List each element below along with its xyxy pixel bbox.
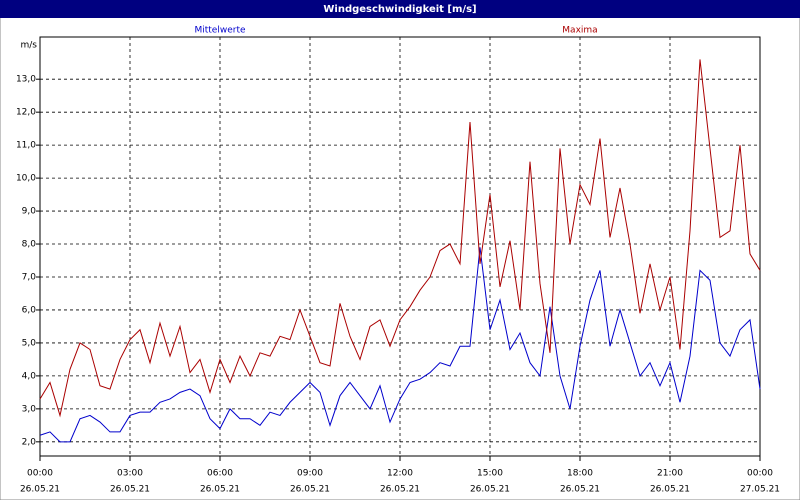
x-tick-label: 09:00 xyxy=(297,469,323,479)
legend-label: Mittelwerte xyxy=(194,26,245,36)
x-tick-label: 15:00 xyxy=(477,469,503,479)
x-tick-label: 26.05.21 xyxy=(110,485,150,495)
x-tick-label: 03:00 xyxy=(117,469,143,479)
title-bar xyxy=(0,0,800,18)
data-line xyxy=(39,59,761,418)
y-tick-label: 2,0 xyxy=(22,437,37,447)
x-tick-label: 26.05.21 xyxy=(200,485,240,495)
y-tick-label: 9,0 xyxy=(22,207,37,217)
x-tick-label: 26.05.21 xyxy=(470,485,510,495)
y-axis-label: m/s xyxy=(21,41,38,51)
y-tick-label: 6,0 xyxy=(22,305,37,315)
y-tick-label: 7,0 xyxy=(22,272,37,282)
x-tick-label: 00:00 xyxy=(27,469,53,479)
x-tick-label: 27.05.21 xyxy=(740,485,780,495)
x-tick-label: 26.05.21 xyxy=(650,485,690,495)
y-tick-label: 8,0 xyxy=(22,240,37,250)
y-tick-label: 5,0 xyxy=(22,338,37,348)
x-tick-label: 26.05.21 xyxy=(20,485,60,495)
y-tick-label: 11,0 xyxy=(16,141,36,151)
legend-label: Maxima xyxy=(562,26,597,36)
x-tick-label: 06:00 xyxy=(207,469,233,479)
x-tick-label: 18:00 xyxy=(567,469,593,479)
y-tick-label: 12,0 xyxy=(16,108,36,118)
y-tick-label: 13,0 xyxy=(16,75,36,85)
x-tick-label: 26.05.21 xyxy=(380,485,420,495)
x-tick-label: 00:00 xyxy=(747,469,773,479)
x-tick-label: 26.05.21 xyxy=(560,485,600,495)
y-tick-label: 10,0 xyxy=(16,174,36,184)
x-tick-label: 12:00 xyxy=(387,469,413,479)
y-tick-label: 3,0 xyxy=(22,404,37,414)
x-tick-label: 26.05.21 xyxy=(290,485,330,495)
chart-title: Windgeschwindigkeit [m/s] xyxy=(323,4,476,15)
x-tick-label: 21:00 xyxy=(657,469,683,479)
y-tick-label: 4,0 xyxy=(22,371,37,381)
data-line xyxy=(39,247,761,443)
